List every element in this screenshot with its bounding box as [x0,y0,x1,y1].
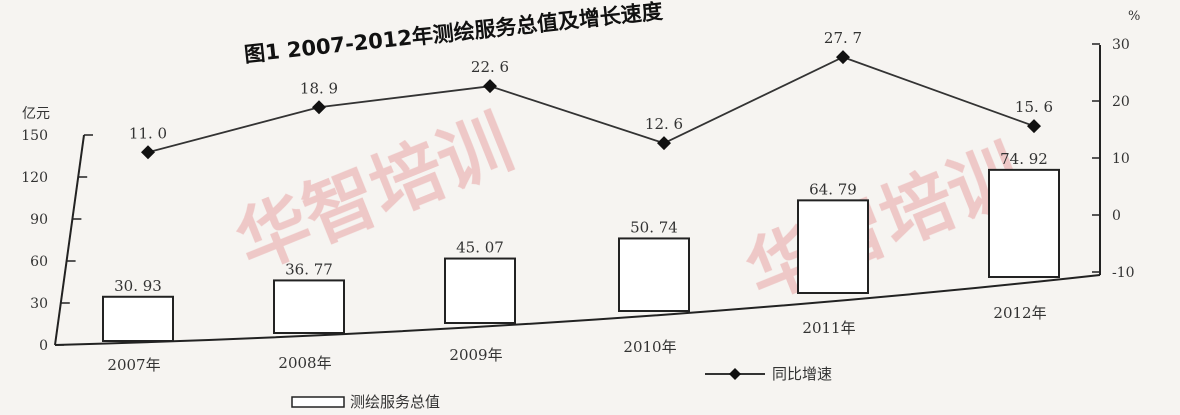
chart-title: 图1 2007-2012年测绘服务总值及增长速度 [243,0,664,67]
right-tick-label: 20 [1112,94,1130,110]
line-point-diamond [657,136,671,151]
right-tick-label: 10 [1112,151,1130,167]
bar-value-label: 50. 74 [630,218,678,236]
legend-line-label: 同比增速 [772,365,832,383]
line-value-label: 27. 7 [824,29,862,47]
bar-value-label: 30. 93 [114,277,162,295]
x-category-label: 2010年 [623,338,676,356]
legend-diamond-marker [729,368,741,380]
bar-value-label: 45. 07 [456,239,504,257]
bar-value-label: 74. 92 [1000,150,1048,168]
bar [988,168,1060,278]
line-point-diamond [141,145,155,160]
x-category-label: 2009年 [449,346,502,364]
x-category-label: 2011年 [802,319,855,337]
line-point-diamond [483,79,497,94]
right-tick-label: 30 [1112,37,1130,53]
left-tick-label: 30 [30,296,48,312]
right-tick-label: 0 [1112,208,1121,224]
legend-bar-label: 测绘服务总值 [350,393,440,411]
right-tick-label: -10 [1112,265,1135,281]
line-value-label: 18. 9 [300,79,338,97]
left-axis-unit: 亿元 [22,106,50,122]
line-point-diamond [1027,119,1041,134]
line-value-label: 12. 6 [645,115,683,133]
bar [444,257,516,324]
baseline-axis [54,274,1101,346]
left-tick-label: 60 [30,254,48,270]
line-point-diamond [836,50,850,65]
bar [273,279,345,335]
legend-bar-swatch [291,396,345,408]
legend: 同比增速 测绘服务总值 [291,365,832,411]
bar-value-label: 36. 77 [285,260,333,278]
line-value-label: 22. 6 [471,58,509,76]
left-axis-line [54,134,85,346]
bars: 30. 93 36. 77 45. 07 50. 74 64. 79 74. 92 [102,150,1060,343]
x-category-label: 2007年 [107,356,160,374]
bar-value-label: 64. 79 [809,180,857,198]
x-category-label: 2012年 [993,304,1046,322]
bar [618,237,690,312]
line-value-label: 15. 6 [1015,98,1053,116]
left-tick-label: 0 [39,338,48,354]
x-axis-labels: 2007年 2008年 2009年 2010年 2011年 2012年 [107,304,1046,374]
line-series: 11. 0 18. 9 22. 6 12. 6 27. 7 15. 6 [129,29,1053,160]
x-category-label: 2008年 [278,354,331,372]
growth-line [147,56,1035,154]
right-axis-ticks: -10 0 10 20 30 [1092,37,1135,281]
right-axis-unit: % [1128,9,1140,24]
line-value-label: 11. 0 [129,124,167,142]
bar [102,295,174,343]
bar [797,199,869,294]
left-tick-label: 90 [30,212,48,228]
left-tick-label: 120 [21,170,48,186]
left-tick-label: 150 [21,128,48,144]
left-axis-ticks: 0 30 60 90 120 150 [21,128,93,354]
line-point-diamond [312,100,326,115]
